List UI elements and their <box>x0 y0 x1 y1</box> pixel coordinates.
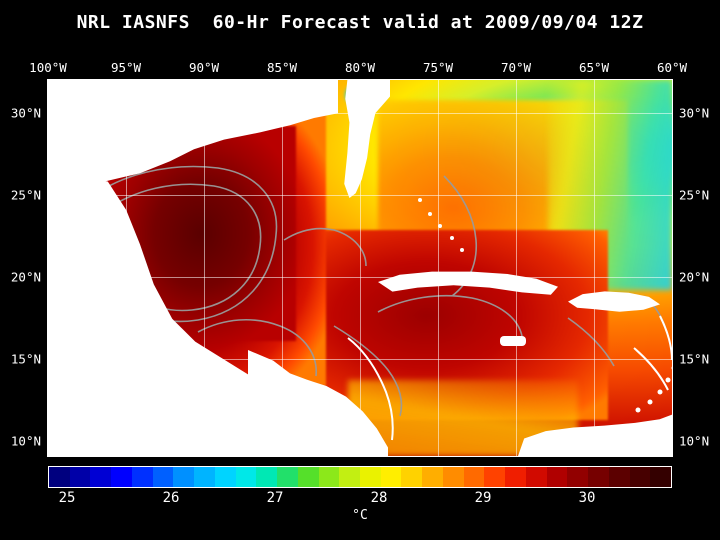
colorbar-swatch <box>339 467 361 487</box>
colorbar-tick-25: 25 <box>58 490 76 506</box>
colorbar-swatch <box>629 467 651 487</box>
lon-label-75w: 75°W <box>422 60 454 75</box>
gridline-lon-70w <box>516 80 517 456</box>
colorbar-swatch <box>49 467 70 487</box>
colorbar-swatch <box>567 467 589 487</box>
colorbar-swatch <box>277 467 298 487</box>
sst-map-panel: Surface Temperature <box>48 80 672 456</box>
colorbar-swatch <box>380 467 402 487</box>
gridline-lon-65w <box>594 80 595 456</box>
colorbar-swatch <box>152 467 174 487</box>
colorbar-swatch <box>525 467 547 487</box>
gridline-lon-75w <box>438 80 439 456</box>
gridline-lat-25n <box>48 195 672 196</box>
colorbar-swatch <box>131 467 153 487</box>
lat-label-right-15n: 15°N <box>679 351 710 367</box>
colorbar-swatch <box>505 467 526 487</box>
colorbar-swatch <box>256 467 278 487</box>
gridline-lon-95w <box>126 80 127 456</box>
colorbar-swatch <box>297 467 319 487</box>
coastlines <box>48 198 672 441</box>
lon-label-100w: 100°W <box>29 60 67 75</box>
lon-label-70w: 70°W <box>500 60 532 75</box>
colorbar-swatch <box>484 467 506 487</box>
colorbar-swatch <box>608 467 630 487</box>
colorbar-swatch <box>90 467 112 487</box>
lon-label-65w: 65°W <box>578 60 610 75</box>
colorbar-swatch <box>173 467 195 487</box>
colorbar-tick-28: 28 <box>370 490 388 506</box>
colorbar-swatch <box>214 467 236 487</box>
colorbar-swatch <box>318 467 340 487</box>
gridline-lon-85w <box>282 80 283 456</box>
gridline-lat-30n <box>48 113 672 114</box>
gridline-lon-80w <box>360 80 361 456</box>
colorbar <box>48 466 672 488</box>
lon-label-95w: 95°W <box>110 60 142 75</box>
lat-label-right-30n: 30°N <box>679 105 710 121</box>
colorbar-swatch <box>463 467 485 487</box>
lat-label-left-30n: 30°N <box>10 105 41 121</box>
lat-label-right-20n: 20°N <box>679 269 710 285</box>
colorbar-unit-label: °C <box>352 508 368 523</box>
land-jamaica <box>500 336 526 346</box>
land-hispaniola <box>568 291 660 312</box>
lat-label-left-10n: 10°N <box>10 433 41 449</box>
gridline-lat-20n <box>48 277 672 278</box>
lat-label-right-25n: 25°N <box>679 187 710 203</box>
gridline-lon-90w <box>204 80 205 456</box>
colorbar-swatch <box>442 467 464 487</box>
colorbar-swatch <box>588 467 609 487</box>
lon-label-85w: 85°W <box>266 60 298 75</box>
lat-label-left-15n: 15°N <box>10 351 41 367</box>
colorbar-tick-30: 30 <box>578 490 596 506</box>
colorbar-tick-29: 29 <box>474 490 492 506</box>
colorbar-swatch <box>69 467 91 487</box>
lat-label-right-10n: 10°N <box>679 433 710 449</box>
lat-label-left-25n: 25°N <box>10 187 41 203</box>
colorbar-swatch <box>546 467 568 487</box>
colorbar-swatch <box>360 467 381 487</box>
map-annotation-line1: Surface <box>126 396 189 412</box>
lon-label-90w: 90°W <box>188 60 220 75</box>
map-annotation-line2: Temperature <box>126 432 231 448</box>
gridline-lat-15n <box>48 359 672 360</box>
colorbar-tick-26: 26 <box>162 490 180 506</box>
colorbar-swatch <box>401 467 423 487</box>
colorbar-swatch <box>194 467 215 487</box>
page-title: NRL IASNFS 60-Hr Forecast valid at 2009/… <box>76 12 644 33</box>
colorbar-swatch <box>235 467 257 487</box>
lon-label-80w: 80°W <box>344 60 376 75</box>
colorbar-swatch <box>422 467 443 487</box>
colorbar-swatch <box>111 467 132 487</box>
lat-label-left-20n: 20°N <box>10 269 41 285</box>
colorbar-swatch <box>650 467 672 487</box>
lon-label-60w: 60°W <box>656 60 688 75</box>
colorbar-tick-27: 27 <box>266 490 284 506</box>
